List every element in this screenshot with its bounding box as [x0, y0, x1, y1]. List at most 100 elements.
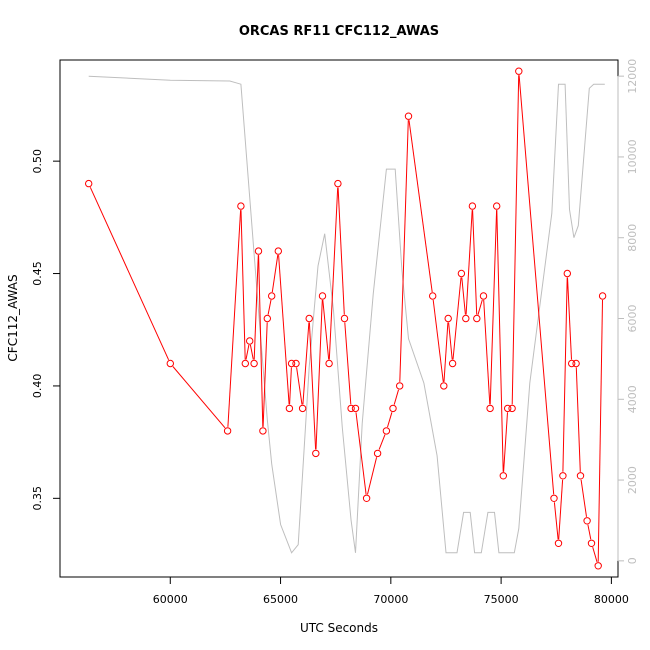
primary-series-segment [378, 434, 386, 450]
data-point [440, 382, 448, 390]
y-axis: 0.35 0.40 0.45 0.50 [31, 149, 61, 511]
data-point [598, 292, 607, 300]
primary-series-segment [477, 299, 483, 315]
data-point [594, 562, 602, 570]
primary-series-segment [587, 524, 592, 540]
primary-series-segment [511, 75, 520, 405]
primary-series-segment [315, 299, 323, 450]
data-point [362, 494, 371, 502]
primary-series-segment [592, 546, 598, 563]
data-point [223, 427, 232, 435]
data-point [312, 449, 320, 458]
data-point [404, 112, 413, 120]
primary-series-segment [393, 389, 399, 405]
data-point [479, 292, 488, 300]
x-tick-label: 75000 [484, 593, 519, 606]
data-point [554, 539, 563, 547]
data-point [287, 359, 296, 368]
data-point [347, 404, 355, 413]
data-point [559, 472, 567, 480]
data-point [318, 292, 327, 300]
primary-series-segment [580, 479, 587, 517]
y-axis-label: CFC112_AWAS [6, 274, 20, 361]
series-primary [85, 67, 607, 570]
data-point [462, 314, 470, 323]
data-point [583, 517, 591, 525]
primary-series-segment [89, 187, 170, 361]
y2-tick-label: 2000 [626, 466, 639, 494]
primary-series-segment [489, 210, 498, 405]
data-point [515, 67, 523, 75]
data-point [568, 359, 576, 368]
primary-series-segment [258, 255, 264, 427]
primary-series-segment [302, 322, 310, 405]
data-point [274, 247, 282, 255]
y2-axis: 0 2000 4000 6000 8000 10000 12000 [617, 59, 639, 564]
x-tick-label: 65000 [263, 593, 298, 606]
primary-series-segment [328, 187, 339, 360]
x-tick-label: 60000 [153, 593, 188, 606]
data-point [285, 404, 294, 413]
primary-series-segment [367, 457, 378, 495]
primary-series-segment [558, 479, 564, 540]
primary-series-segment [432, 299, 444, 383]
primary-series-segment [562, 277, 568, 472]
primary-series-segment [496, 210, 504, 472]
data-point [340, 314, 349, 323]
y2-tick-label: 10000 [626, 139, 639, 174]
data-point [250, 359, 258, 368]
data-point [396, 382, 404, 390]
data-point [382, 427, 391, 435]
primary-series-segment [289, 367, 292, 405]
primary-series-segment [344, 322, 352, 405]
primary-series-segment [267, 299, 272, 315]
x-tick-label: 80000 [594, 593, 629, 606]
primary-series-segment [308, 322, 317, 450]
primary-series-segment [452, 277, 462, 360]
data-point [292, 359, 300, 368]
primary-series-segment [278, 255, 290, 405]
primary-series-segment [253, 255, 259, 360]
data-point [473, 314, 481, 323]
primary-series-segment [296, 367, 303, 405]
data-point [444, 314, 452, 323]
data-point [85, 179, 93, 188]
data-point [305, 314, 313, 323]
primary-series-segment [597, 299, 603, 562]
primary-series-segment [553, 502, 559, 540]
y2-tick-label: 6000 [626, 305, 639, 333]
primary-series-segment [567, 277, 572, 360]
data-point [508, 404, 516, 413]
plot-frame [59, 59, 619, 578]
primary-series-segment [249, 344, 254, 360]
data-point [334, 179, 342, 188]
series-secondary [88, 75, 605, 554]
primary-series-segment [337, 187, 345, 315]
y2-tick-label: 12000 [626, 59, 639, 94]
data-point [351, 404, 360, 413]
y-tick-label: 0.40 [31, 374, 44, 399]
data-point [504, 404, 512, 413]
primary-series-segment [518, 75, 555, 495]
primary-series-segment [399, 120, 409, 382]
x-tick-label: 70000 [373, 593, 408, 606]
primary-series-segment [575, 367, 581, 472]
data-point [259, 427, 267, 435]
x-axis: 60000 65000 70000 75000 80000 [153, 576, 629, 606]
primary-series-segment [245, 344, 250, 360]
primary-series-segment [387, 412, 393, 428]
primary-series-segment [503, 412, 508, 472]
data-point [389, 404, 397, 413]
data-point [263, 314, 271, 323]
primary-series-segment [465, 210, 473, 315]
data-point [325, 359, 333, 368]
data-point [373, 449, 382, 458]
y2-tick-label: 8000 [626, 224, 639, 252]
data-point [587, 539, 596, 547]
primary-series-segment [271, 254, 279, 293]
data-point [468, 202, 477, 210]
data-point [486, 404, 494, 413]
data-point [429, 292, 437, 300]
primary-series-segment [483, 299, 491, 405]
chart-title: ORCAS RF11 CFC112_AWAS [239, 24, 439, 39]
